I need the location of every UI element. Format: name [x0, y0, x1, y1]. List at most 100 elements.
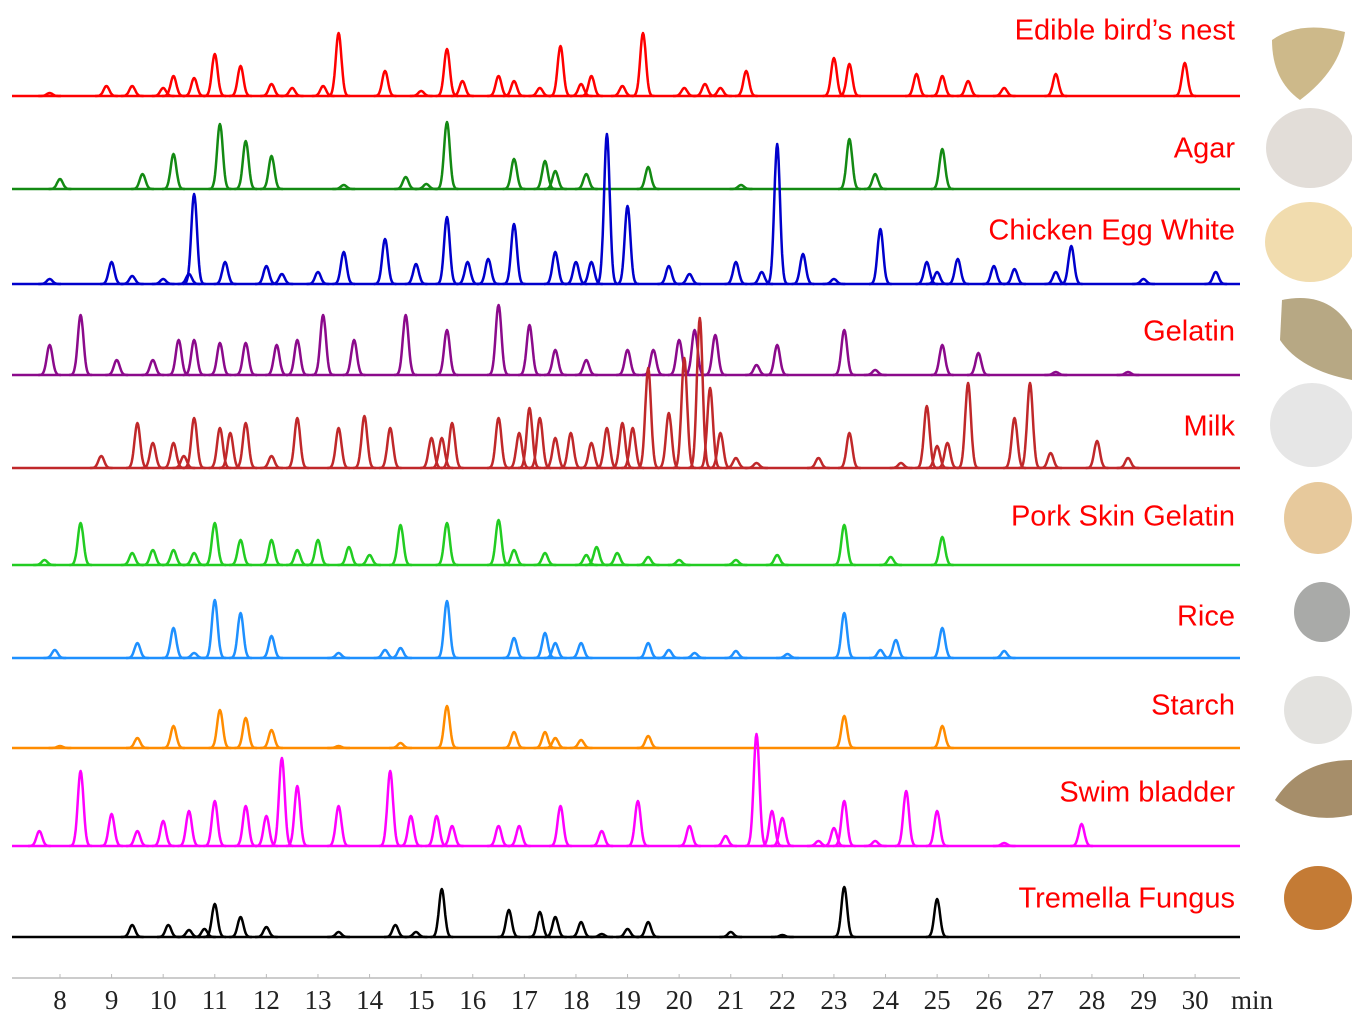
peak [254, 925, 279, 939]
peak [202, 52, 227, 98]
x-tick-label: 13 [304, 985, 331, 1015]
photo [1270, 383, 1352, 467]
peak [228, 915, 253, 939]
photo [1284, 866, 1352, 930]
peak [89, 454, 114, 470]
peak [326, 804, 351, 848]
peak [228, 611, 253, 660]
x-tick-label: 12 [253, 985, 280, 1015]
peak [636, 641, 661, 660]
peak [631, 31, 655, 98]
peak [306, 538, 330, 567]
peak [151, 277, 176, 286]
series-name: Agar [1174, 133, 1236, 165]
peak [832, 714, 857, 750]
peak [533, 551, 557, 567]
peak [388, 646, 413, 660]
peak [331, 183, 356, 191]
peak [502, 548, 526, 567]
peak [120, 551, 145, 567]
peak [981, 264, 1006, 286]
peak [104, 358, 129, 377]
peak [636, 555, 661, 567]
peak [904, 72, 929, 98]
peak [233, 716, 258, 750]
peak [806, 456, 831, 470]
peak [156, 923, 181, 939]
peak [486, 416, 511, 470]
peak [945, 257, 970, 286]
photo [1284, 676, 1352, 744]
x-tick-label: 20 [666, 985, 693, 1015]
peak [863, 172, 888, 191]
peak [326, 426, 351, 470]
peak [760, 809, 784, 848]
series-name: Gelatin [1143, 316, 1235, 348]
photo [1266, 108, 1352, 188]
peak [151, 819, 176, 848]
peak [166, 338, 191, 377]
peak [517, 406, 542, 470]
peak [832, 328, 857, 377]
peak [1043, 72, 1068, 98]
peak [543, 641, 568, 660]
x-tick-label: 9 [105, 985, 119, 1015]
peak [569, 738, 594, 750]
peak [140, 358, 165, 377]
peak [414, 182, 439, 191]
peak [326, 744, 351, 750]
peak [656, 648, 681, 660]
peak [404, 262, 428, 286]
peak [533, 631, 557, 660]
peak [331, 250, 356, 286]
peak [966, 351, 991, 377]
peak [435, 120, 459, 191]
peak [543, 348, 568, 377]
peak [429, 436, 454, 470]
peak [574, 172, 599, 191]
peak [548, 804, 573, 848]
peak [677, 824, 702, 848]
peak [285, 784, 310, 848]
peak [388, 741, 413, 750]
peak [435, 521, 459, 567]
series-name: Rice [1177, 601, 1235, 633]
peak [27, 829, 52, 848]
peak [589, 829, 614, 848]
x-tick-label: 26 [975, 985, 1002, 1015]
peak [925, 270, 950, 286]
peak [182, 416, 207, 470]
peak [543, 169, 568, 191]
peak [925, 444, 950, 470]
peak [182, 76, 207, 98]
peak [765, 142, 790, 286]
peak [337, 545, 361, 567]
peak [1002, 267, 1027, 286]
peak [383, 923, 408, 939]
peak [543, 736, 568, 750]
peak [765, 343, 790, 377]
x-tick-label: 14 [356, 985, 384, 1015]
peak [564, 260, 588, 286]
peak [1038, 451, 1063, 470]
x-tick-label: 19 [614, 985, 641, 1015]
peak [161, 441, 186, 470]
peak [863, 368, 888, 377]
peak [992, 86, 1017, 98]
peak [161, 74, 186, 98]
peak [837, 137, 862, 191]
peak [863, 839, 888, 848]
peak [930, 343, 955, 377]
peak [595, 426, 619, 470]
peak [832, 799, 857, 848]
peak [569, 920, 594, 939]
peak [435, 215, 459, 286]
peak [259, 728, 284, 750]
peak [765, 553, 790, 567]
x-tick-label: 28 [1078, 985, 1105, 1015]
peak [636, 920, 661, 939]
peak [409, 89, 434, 98]
peak [605, 551, 630, 567]
peak [208, 341, 232, 377]
